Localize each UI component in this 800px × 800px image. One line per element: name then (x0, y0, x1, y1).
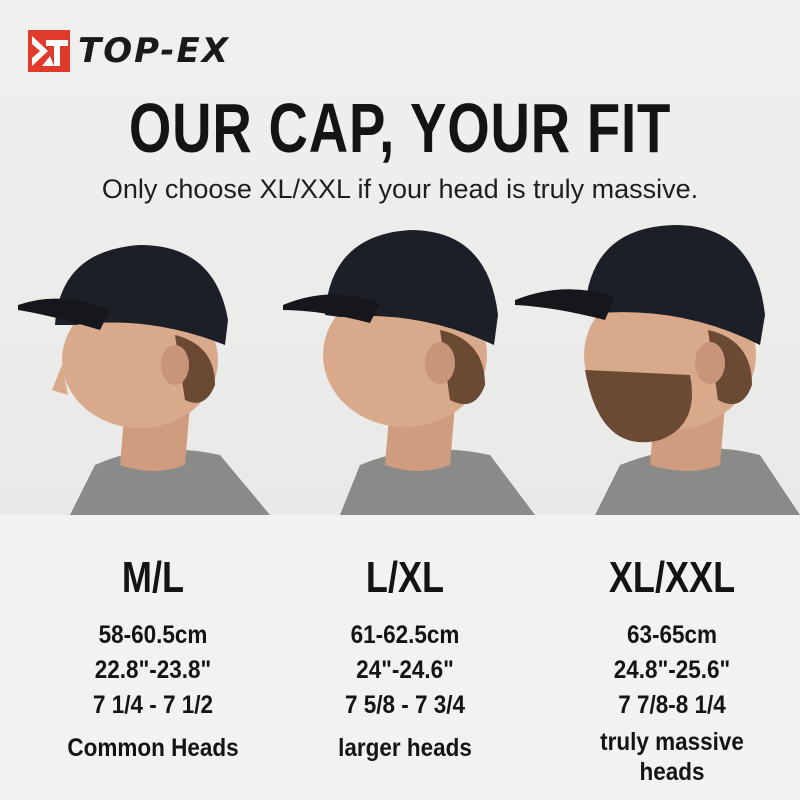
model-photo-lxl (283, 230, 535, 515)
size-cm: 58-60.5cm (98, 621, 208, 649)
size-description: Common Heads (67, 734, 239, 762)
size-description: larger heads (338, 734, 472, 762)
model-photo-ml (18, 245, 270, 515)
hat-size: 7 7/8-8 1/4 (618, 691, 726, 719)
hat-size: 7 1/4 - 7 1/2 (92, 691, 214, 719)
size-label: L/XL (365, 553, 445, 602)
size-cm: 63-65cm (626, 621, 718, 649)
size-column-ml: M/L 58-60.5cm 22.8"-23.8" 7 1/4 - 7 1/2 … (18, 550, 288, 763)
size-column-lxl: L/XL 61-62.5cm 24"-24.6" 7 5/8 - 7 3/4 l… (270, 550, 540, 763)
size-cm: 61-62.5cm (350, 621, 460, 649)
page-title: OUR CAP, YOUR FIT (128, 89, 672, 167)
page-subtitle: Only choose XL/XXL if your head is truly… (101, 174, 699, 204)
brand-name: TOP-EX (78, 31, 230, 71)
size-label: XL/XXL (608, 553, 736, 602)
size-column-xlxxl: XL/XXL 63-65cm 24.8"-25.6" 7 7/8-8 1/4 t… (537, 550, 800, 787)
brand-logo-icon (28, 30, 70, 72)
size-inches: 22.8"-23.8" (94, 656, 212, 684)
size-inches: 24"-24.6" (356, 656, 454, 684)
model-photo-xlxxl (515, 225, 800, 515)
hat-size: 7 5/8 - 7 3/4 (344, 691, 466, 719)
size-label: M/L (121, 553, 185, 602)
brand-logo: TOP-EX (28, 30, 230, 72)
size-inches: 24.8"-25.6" (613, 656, 731, 684)
size-description: truly massive heads (600, 728, 744, 786)
model-photos (18, 225, 800, 515)
